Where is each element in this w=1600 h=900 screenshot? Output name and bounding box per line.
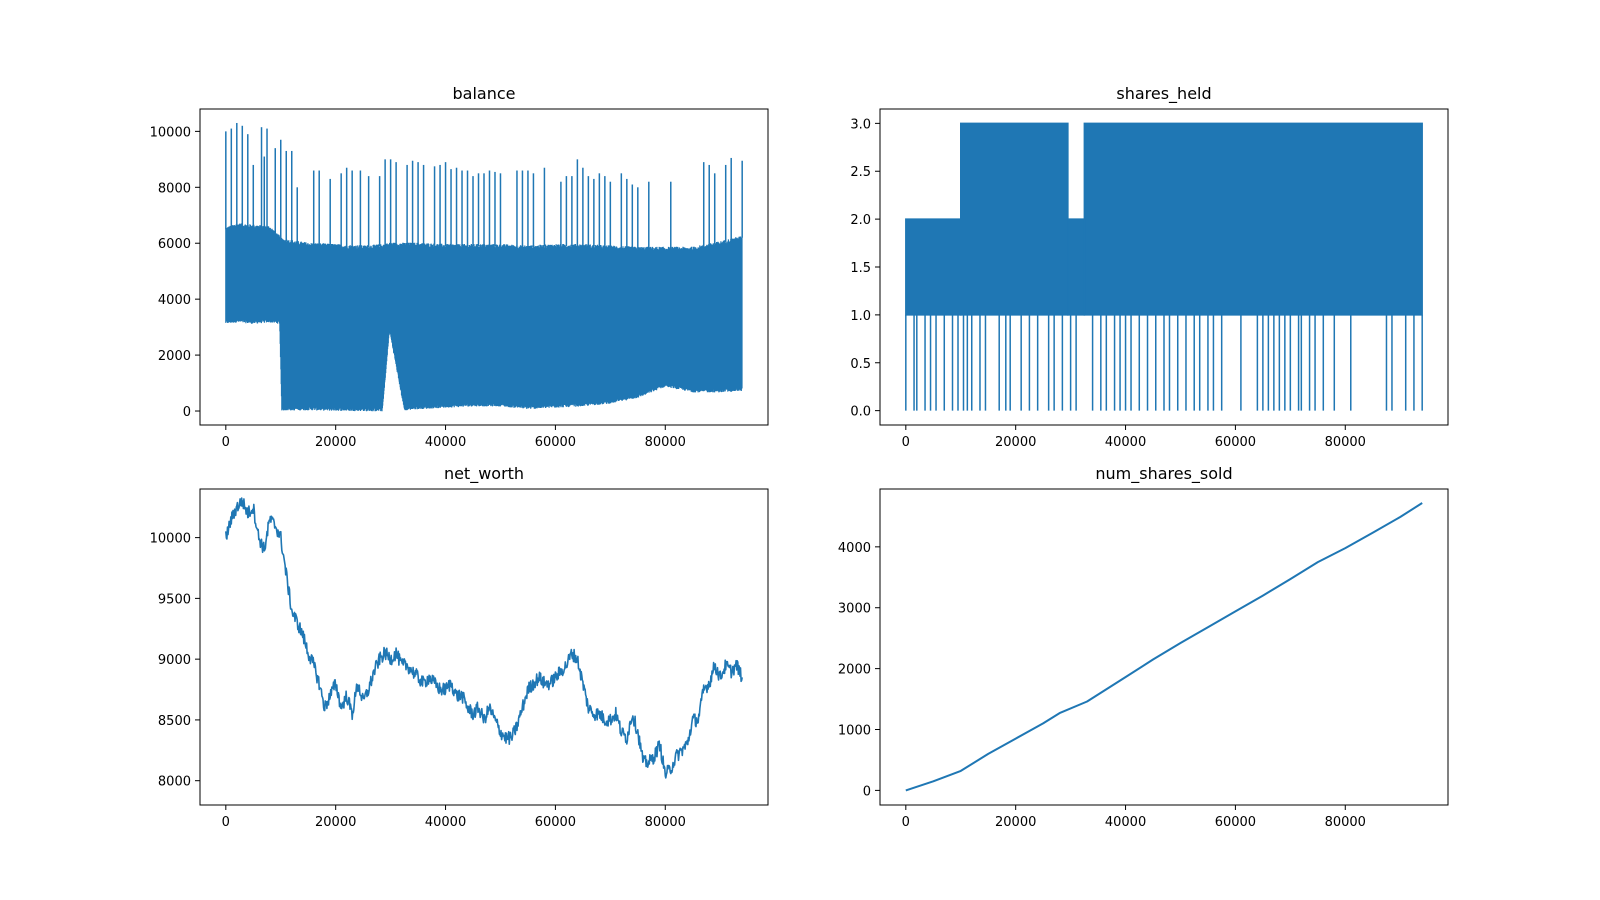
y-tick-label: 1000 [838, 724, 871, 739]
y-tick-label: 8000 [158, 775, 191, 790]
chart-net_worth: 0 20000 40000 60000 80000 8000 8500 9000 9500 100… [150, 464, 769, 830]
plot-area [225, 122, 743, 412]
x-tick-label: 20000 [995, 435, 1036, 450]
oscillation-segment [905, 218, 962, 316]
x-tick-label: 40000 [1105, 435, 1146, 450]
x-tick-label: 20000 [315, 815, 356, 830]
oscillation-segment [1083, 122, 1423, 316]
plot-area [225, 497, 743, 779]
x-tick-label: 60000 [535, 435, 576, 450]
x-tick-label: 40000 [1105, 815, 1146, 830]
series-band [225, 223, 743, 412]
x-tick-label: 40000 [425, 815, 466, 830]
y-tick-label: 8500 [158, 714, 191, 729]
y-tick-label: 2000 [838, 663, 871, 678]
axes-frame [879, 488, 1449, 806]
x-tick-label: 20000 [315, 435, 356, 450]
chart-title: num_shares_sold [1095, 464, 1232, 484]
plot-area [905, 502, 1423, 792]
x-tick-label: 80000 [645, 815, 686, 830]
x-tick-label: 0 [902, 435, 910, 450]
y-tick-label: 10000 [150, 125, 191, 140]
y-tick-label: 2000 [158, 349, 191, 364]
x-tick-label: 0 [222, 435, 230, 450]
chart-title: net_worth [444, 464, 524, 484]
y-tick-label: 0.0 [850, 405, 871, 420]
y-tick-label: 2.5 [850, 165, 871, 180]
y-tick-label: 0 [183, 405, 191, 420]
x-tick-label: 20000 [995, 815, 1036, 830]
y-tick-label: 9000 [158, 653, 191, 668]
y-tick-label: 10000 [150, 532, 191, 547]
x-tick-label: 60000 [1215, 435, 1256, 450]
y-tick-label: 8000 [158, 181, 191, 196]
y-tick-label: 4000 [158, 293, 191, 308]
x-tick-label: 80000 [1325, 435, 1366, 450]
chart-balance: 0 20000 40000 60000 80000 0 2000 4000 6000 8000 10… [150, 84, 769, 450]
y-tick-label: 0 [863, 784, 871, 799]
axes-frame [199, 488, 769, 806]
y-tick-label: 2.0 [850, 213, 871, 228]
axes-frame [199, 108, 769, 426]
chart-title: shares_held [1116, 84, 1211, 104]
plot-area [905, 122, 1423, 411]
series-line [905, 502, 1423, 792]
y-tick-label: 1.0 [850, 309, 871, 324]
x-tick-label: 40000 [425, 435, 466, 450]
chart-shares_held: 0 20000 40000 60000 80000 0.0 0.5 1.0 1.5 2.0 2.5 3… [850, 84, 1449, 450]
oscillation-segment [960, 122, 1069, 316]
x-tick-label: 80000 [645, 435, 686, 450]
oscillation-segment [1067, 218, 1086, 316]
y-tick-label: 3.0 [850, 117, 871, 132]
y-tick-label: 0.5 [850, 357, 871, 372]
y-tick-label: 4000 [838, 541, 871, 556]
y-tick-label: 1.5 [850, 261, 871, 276]
chart-title: balance [453, 84, 516, 103]
y-tick-label: 9500 [158, 592, 191, 607]
series-line [225, 497, 743, 779]
y-tick-label: 6000 [158, 237, 191, 252]
chart-num_shares_sold: 0 20000 40000 60000 80000 0 1000 2000 3000 4000 nu… [838, 464, 1449, 830]
x-tick-label: 60000 [1215, 815, 1256, 830]
x-tick-label: 0 [902, 815, 910, 830]
x-tick-label: 0 [222, 815, 230, 830]
x-tick-label: 80000 [1325, 815, 1366, 830]
y-tick-label: 3000 [838, 602, 871, 617]
x-tick-label: 60000 [535, 815, 576, 830]
